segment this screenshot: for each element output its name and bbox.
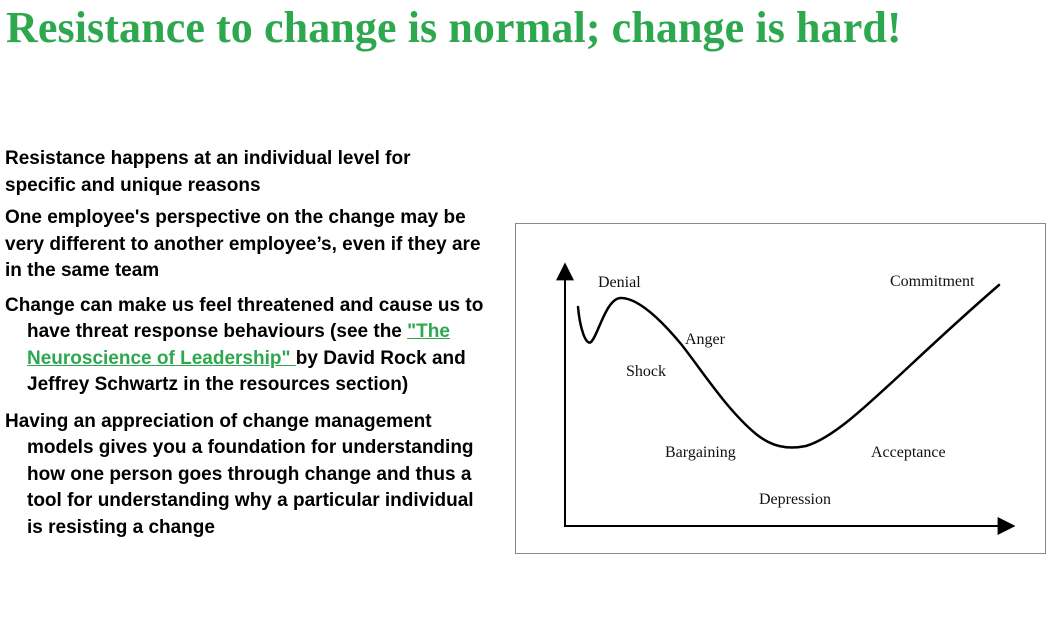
- bullet-threat-response: Change can make us feel threatened and c…: [5, 293, 485, 399]
- label-acceptance: Acceptance: [871, 444, 946, 461]
- label-commitment: Commitment: [890, 273, 975, 290]
- bullet-threat-text-end: by David Rock and Jeffrey Schwartz in th…: [27, 347, 466, 396]
- bullet-perspective: One employee's perspective on the change…: [5, 207, 481, 281]
- label-shock: Shock: [626, 363, 666, 380]
- label-denial: Denial: [598, 274, 641, 291]
- bullet-threat-text: Change can make us feel threatened and c…: [5, 294, 484, 343]
- bullet-individual-level: Resistance happens at an individual leve…: [5, 148, 411, 196]
- change-curve-line: [576, 283, 1001, 449]
- label-bargaining: Bargaining: [665, 444, 736, 461]
- label-anger: Anger: [685, 331, 726, 348]
- bullet-list: Resistance happens at an individual leve…: [5, 146, 485, 547]
- bullet-change-models: Having an appreciation of change managem…: [5, 410, 474, 538]
- change-curve-svg: Denial Commitment Anger Shock Bargaining…: [556, 262, 1016, 535]
- label-depression: Depression: [759, 491, 831, 508]
- change-curve-figure: Denial Commitment Anger Shock Bargaining…: [515, 223, 1046, 554]
- neuroscience-of-leadership-link[interactable]: "The Neuroscience of Leadership": [27, 321, 450, 369]
- slide-title: Resistance to change is normal; change i…: [6, 3, 902, 52]
